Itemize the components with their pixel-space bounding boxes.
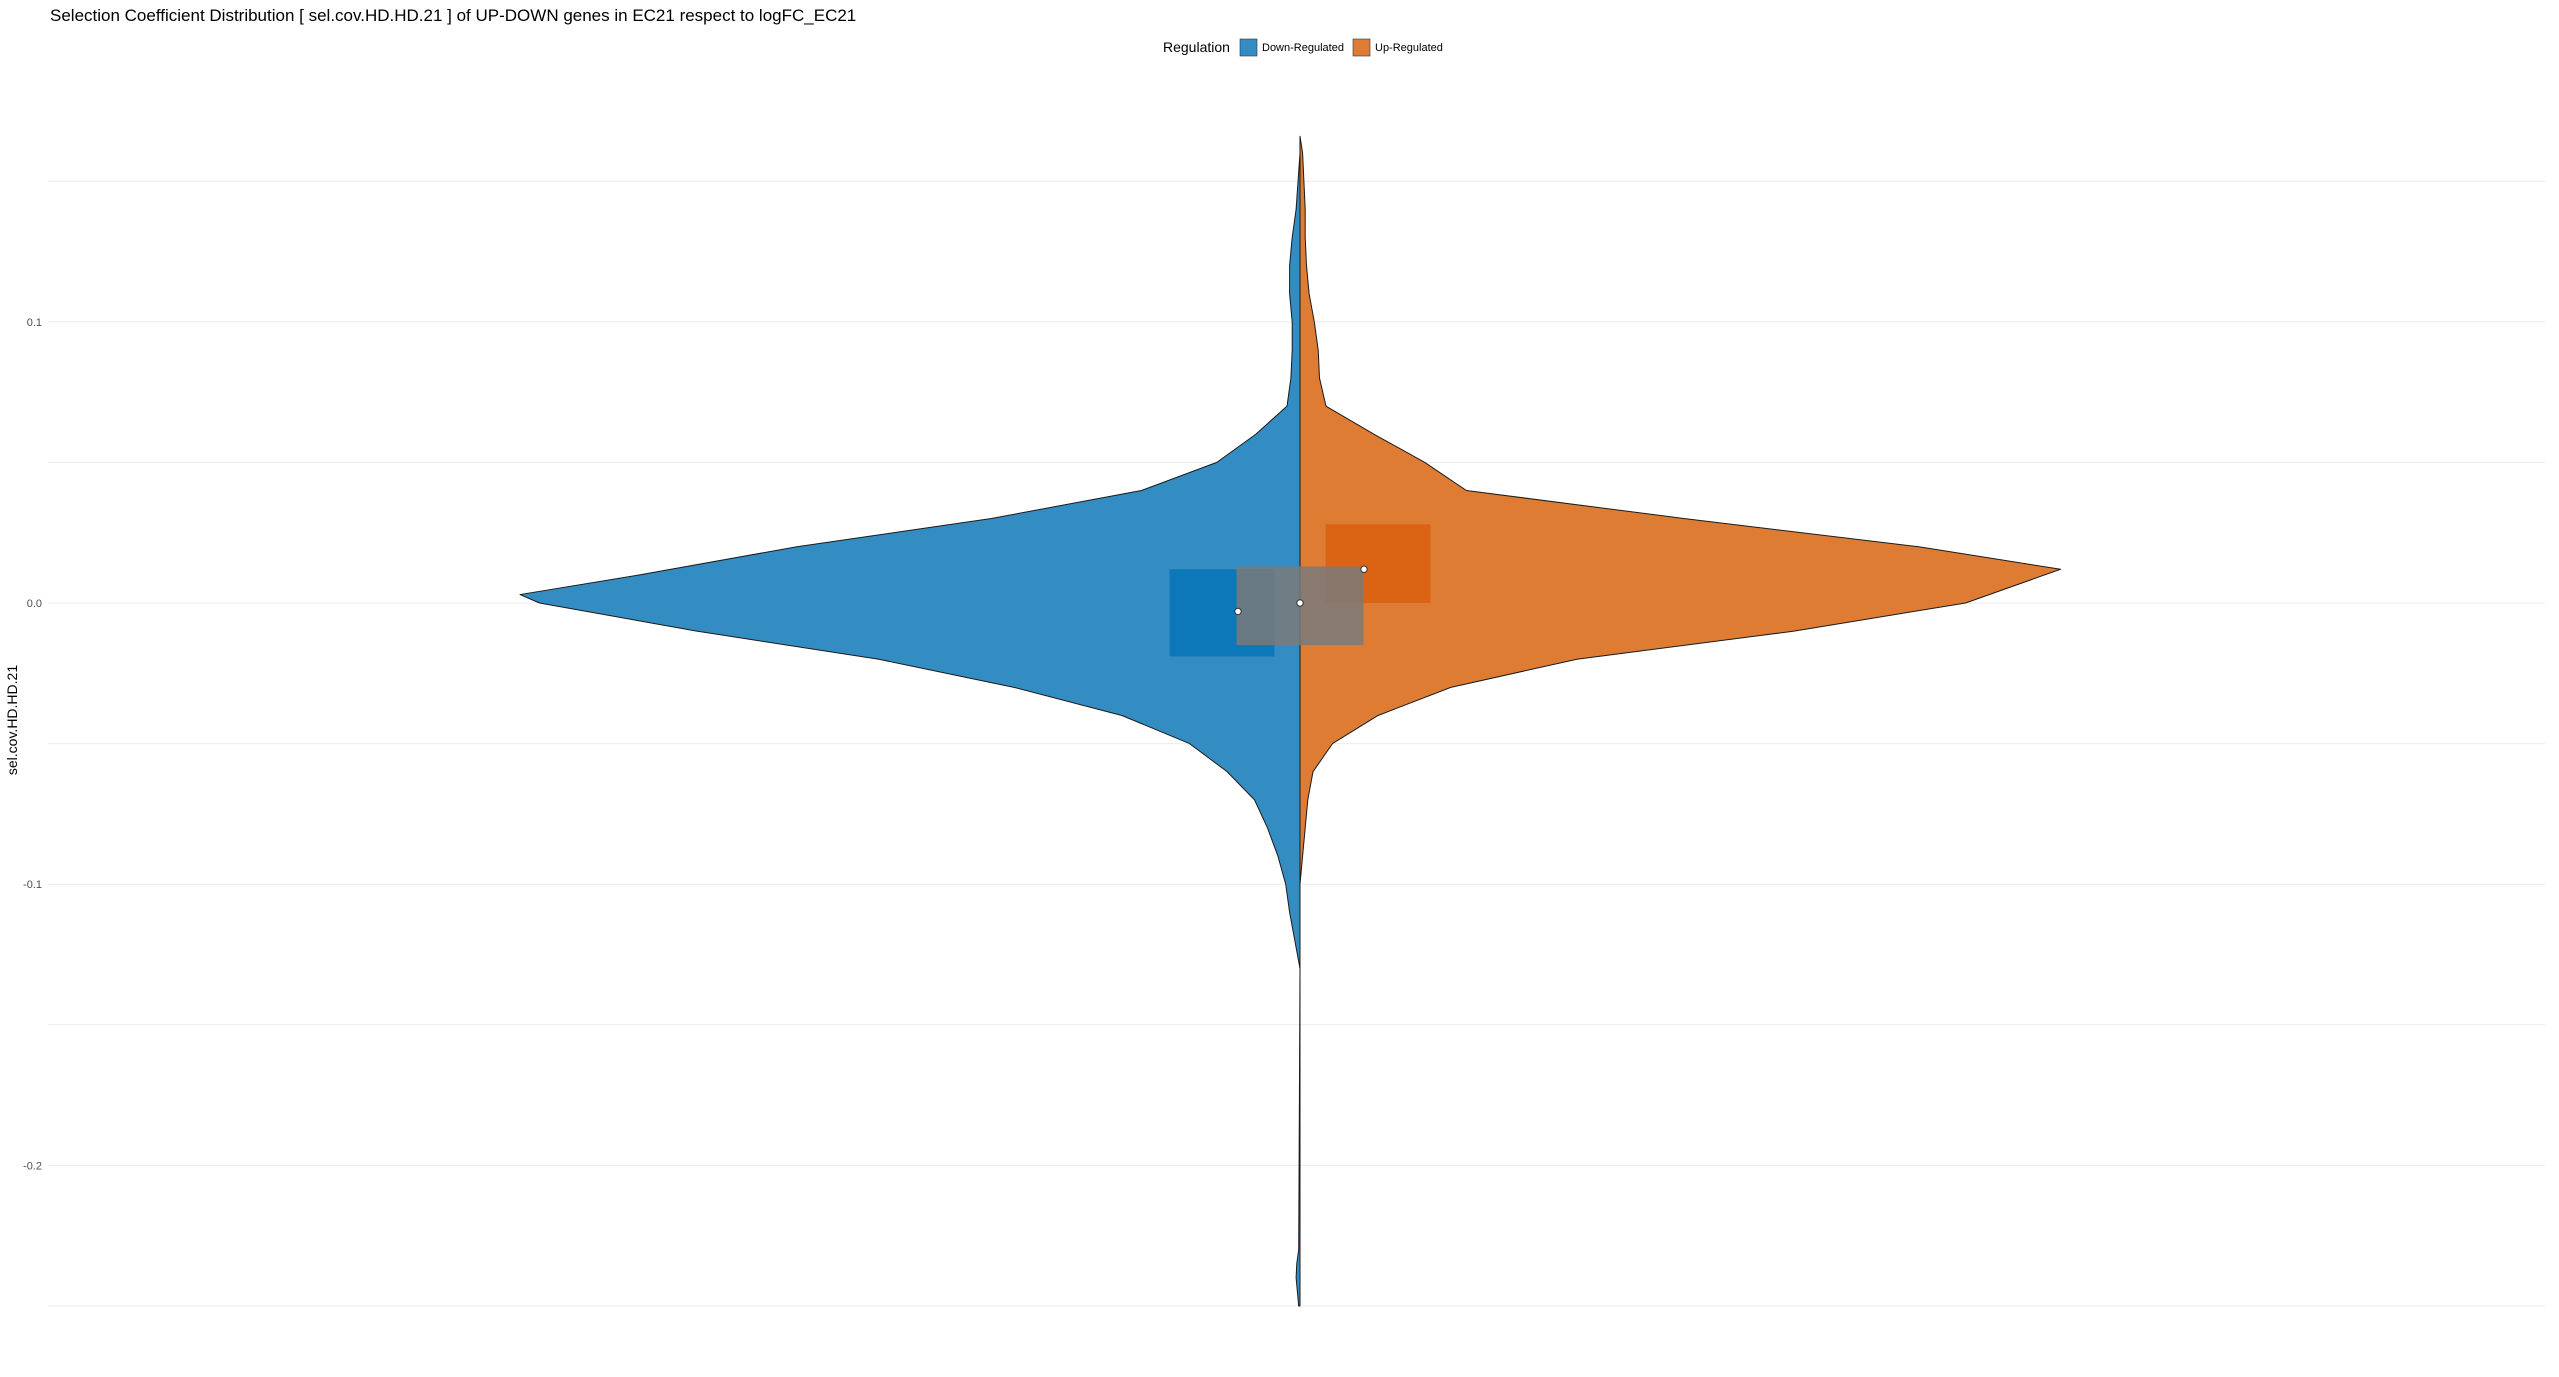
legend-key-down-regulated: [1239, 38, 1258, 57]
violin-up-regulated: [1299, 135, 2061, 885]
chart-title: Selection Coefficient Distribution [ sel…: [50, 6, 856, 25]
up-regulated-median-point: [1360, 565, 1368, 573]
violins: [519, 135, 2061, 1307]
violin-down-regulated: [519, 152, 1301, 1307]
down-regulated-median-point: [1234, 607, 1242, 616]
legend-label-up-regulated: Up-Regulated: [1375, 42, 1443, 54]
y-axis-ticks: 0.1 0.0 -0.1 -0.2: [23, 317, 42, 1173]
y-tick-label: -0.1: [23, 879, 42, 891]
legend-key-up-regulated: [1352, 38, 1371, 57]
y-tick-label: -0.2: [23, 1160, 42, 1172]
legend-title: Regulation: [1163, 39, 1230, 55]
y-tick-label: 0.1: [27, 317, 42, 329]
overall-median-point: [1296, 599, 1304, 607]
boxplots: [1169, 524, 1431, 657]
legend: Regulation Down-Regulated Up-Regulated: [1163, 38, 1443, 57]
y-axis-title: sel.cov.HD.HD.21: [4, 665, 20, 775]
y-tick-label: 0.0: [27, 598, 42, 610]
legend-label-down-regulated: Down-Regulated: [1262, 42, 1344, 54]
